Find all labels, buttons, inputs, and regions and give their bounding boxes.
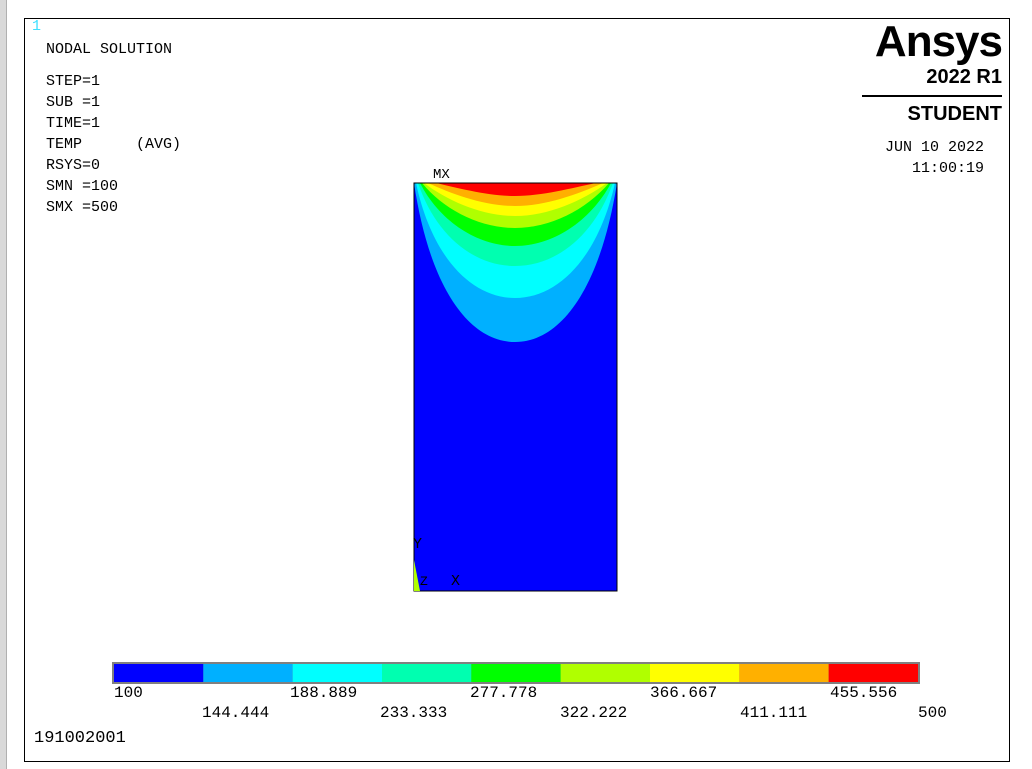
legend-swatch-7 <box>650 664 740 682</box>
brand-version: 2022 R1 <box>926 66 1002 88</box>
legend-label-top-1: 100 <box>114 684 143 702</box>
info-step: STEP=1 <box>46 73 101 90</box>
info-sub: SUB =1 <box>46 94 101 111</box>
legend-swatch-9 <box>828 664 918 682</box>
date-stamp: JUN 10 2022 <box>884 139 984 156</box>
legend-swatch-4 <box>382 664 472 682</box>
brand-divider <box>862 95 1002 97</box>
legend-swatch-8 <box>739 664 829 682</box>
legend-label-top-4: 366.667 <box>650 684 718 702</box>
info-smn: SMN =100 <box>46 178 119 195</box>
color-legend-bar <box>112 662 920 684</box>
info-smx: SMX =500 <box>46 199 119 216</box>
solution-title: NODAL SOLUTION <box>46 41 173 58</box>
legend-label-bottom-3: 322.222 <box>560 704 628 722</box>
info-temp: TEMP (AVG) <box>46 136 182 153</box>
max-marker: MX <box>433 167 450 183</box>
contour-band-9 <box>436 183 596 196</box>
legend-label-bottom-4: 411.111 <box>740 704 808 722</box>
time-stamp: 11:00:19 <box>911 160 984 177</box>
axis-x-label: X <box>451 573 460 590</box>
info-time: TIME=1 <box>46 115 101 132</box>
legend-label-bottom-1: 144.444 <box>202 704 270 722</box>
legend-swatch-5 <box>471 664 561 682</box>
legend-label-top-2: 188.889 <box>290 684 358 702</box>
axis-y-label: Y <box>413 536 422 553</box>
brand-edition: STUDENT <box>907 103 1002 125</box>
legend-label-bottom-2: 233.333 <box>380 704 448 722</box>
corner-artifact <box>414 560 420 591</box>
legend-swatch-1 <box>114 664 204 682</box>
model-outline <box>413 182 618 592</box>
axis-z-label: Z <box>420 574 428 589</box>
ansys-brand: Ansys 2022 R1 STUDENT <box>862 17 1003 126</box>
legend-swatch-2 <box>203 664 293 682</box>
window-number: 1 <box>32 18 42 35</box>
legend-swatch-6 <box>560 664 650 682</box>
window-edge <box>0 0 7 769</box>
legend-label-top-3: 277.778 <box>470 684 538 702</box>
legend-swatch-3 <box>292 664 382 682</box>
legend-label-top-5: 455.556 <box>830 684 898 702</box>
legend-label-bottom-5: 500 <box>918 704 947 722</box>
ansys-logo: Ansys <box>874 17 1003 66</box>
job-id: 191002001 <box>34 729 126 748</box>
info-rsys: RSYS=0 <box>46 157 101 174</box>
